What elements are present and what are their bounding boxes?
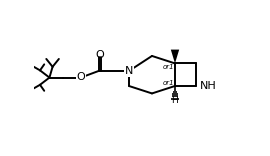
Text: O: O [76, 72, 85, 82]
Text: or1: or1 [163, 64, 174, 70]
Text: H: H [172, 96, 178, 105]
Polygon shape [171, 50, 179, 63]
Text: O: O [96, 50, 104, 60]
Text: NH: NH [200, 81, 217, 91]
Text: or1: or1 [163, 80, 174, 86]
Text: N: N [125, 66, 133, 76]
